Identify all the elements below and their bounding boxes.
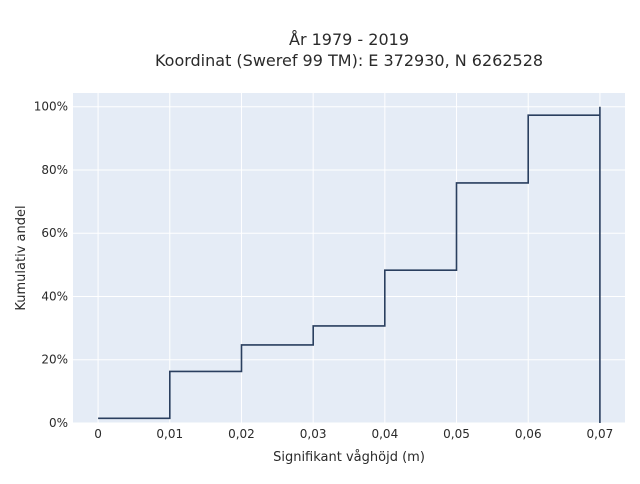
y-tick-label: 60% (41, 226, 68, 240)
x-tick-label: 0,06 (515, 427, 542, 441)
x-tick-label: 0,07 (587, 427, 614, 441)
y-tick-label: 100% (34, 100, 68, 114)
y-axis-title: Kumulativ andel (14, 205, 29, 310)
chart-title-line2: Koordinat (Sweref 99 TM): E 372930, N 62… (155, 51, 543, 70)
plot-area (73, 93, 625, 423)
y-tick-label: 40% (41, 289, 68, 303)
y-tick-label: 80% (41, 163, 68, 177)
x-tick-label: 0,03 (300, 427, 327, 441)
x-axis-title: Signifikant våghöjd (m) (273, 450, 425, 465)
x-tick-label: 0,01 (156, 427, 183, 441)
x-tick-label: 0 (94, 427, 102, 441)
x-tick-label: 0,04 (371, 427, 398, 441)
y-tick-label: 0% (49, 416, 68, 430)
x-tick-label: 0,05 (443, 427, 470, 441)
chart-title-line1: År 1979 - 2019 (289, 30, 409, 49)
y-tick-label: 20% (41, 353, 68, 367)
x-tick-label: 0,02 (228, 427, 255, 441)
